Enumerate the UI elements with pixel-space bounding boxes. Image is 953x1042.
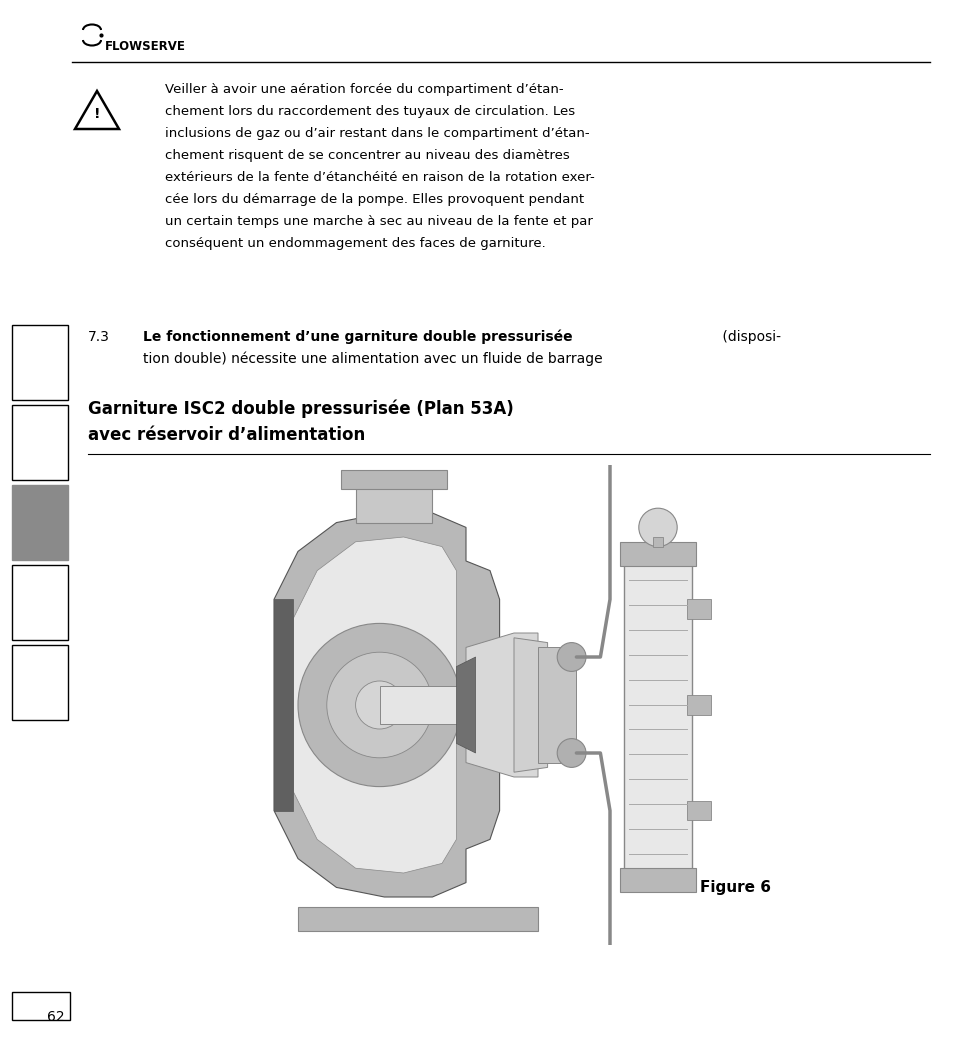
Bar: [12, 325, 68, 400]
Polygon shape: [465, 632, 537, 777]
Text: 7.3: 7.3: [88, 330, 110, 344]
Polygon shape: [274, 599, 293, 811]
Circle shape: [557, 643, 585, 671]
FancyBboxPatch shape: [653, 537, 662, 547]
Text: avec réservoir d’alimentation: avec réservoir d’alimentation: [88, 426, 365, 444]
FancyBboxPatch shape: [624, 561, 691, 873]
FancyBboxPatch shape: [341, 470, 446, 489]
Text: un certain temps une marche à sec au niveau de la fente et par: un certain temps une marche à sec au niv…: [165, 215, 592, 228]
Bar: [12, 565, 68, 640]
Circle shape: [355, 681, 403, 729]
Text: Figure 6: Figure 6: [700, 880, 770, 895]
Circle shape: [297, 623, 460, 787]
Polygon shape: [293, 537, 456, 873]
FancyBboxPatch shape: [618, 542, 696, 566]
Text: Veiller à avoir une aération forcée du compartiment d’étan-: Veiller à avoir une aération forcée du c…: [165, 83, 563, 96]
Bar: [12, 405, 68, 480]
Bar: [12, 645, 68, 720]
Text: !: !: [93, 107, 100, 121]
FancyBboxPatch shape: [297, 907, 537, 931]
Text: 62: 62: [48, 1010, 65, 1024]
Text: conséquent un endommagement des faces de garniture.: conséquent un endommagement des faces de…: [165, 237, 545, 250]
Polygon shape: [456, 658, 476, 753]
Bar: [12, 485, 68, 560]
FancyBboxPatch shape: [686, 695, 710, 715]
Text: FLOWSERVE: FLOWSERVE: [105, 41, 186, 53]
Circle shape: [639, 508, 677, 547]
FancyBboxPatch shape: [618, 868, 696, 892]
Text: Garniture ISC2 double pressurisée (Plan 53A): Garniture ISC2 double pressurisée (Plan …: [88, 400, 514, 419]
Polygon shape: [514, 638, 547, 772]
Text: chement lors du raccordement des tuyaux de circulation. Les: chement lors du raccordement des tuyaux …: [165, 105, 575, 118]
Circle shape: [557, 739, 585, 767]
FancyBboxPatch shape: [686, 599, 710, 619]
Text: Le fonctionnement d’une garniture double pressurisée: Le fonctionnement d’une garniture double…: [143, 330, 572, 345]
Text: inclusions de gaz ou d’air restant dans le compartiment d’étan-: inclusions de gaz ou d’air restant dans …: [165, 127, 589, 140]
Text: (disposi-: (disposi-: [718, 330, 781, 344]
FancyBboxPatch shape: [537, 647, 576, 763]
FancyBboxPatch shape: [379, 686, 571, 724]
Text: chement risquent de se concentrer au niveau des diamètres: chement risquent de se concentrer au niv…: [165, 149, 569, 162]
Text: extérieurs de la fente d’étanchéité en raison de la rotation exer-: extérieurs de la fente d’étanchéité en r…: [165, 171, 594, 184]
Text: tion double) nécessite une alimentation avec un fluide de barrage: tion double) nécessite une alimentation …: [143, 352, 602, 367]
Text: cée lors du démarrage de la pompe. Elles provoquent pendant: cée lors du démarrage de la pompe. Elles…: [165, 193, 583, 206]
Bar: [12, 992, 70, 1020]
Circle shape: [327, 652, 432, 758]
FancyBboxPatch shape: [355, 485, 432, 523]
FancyBboxPatch shape: [686, 801, 710, 820]
Polygon shape: [274, 513, 499, 897]
